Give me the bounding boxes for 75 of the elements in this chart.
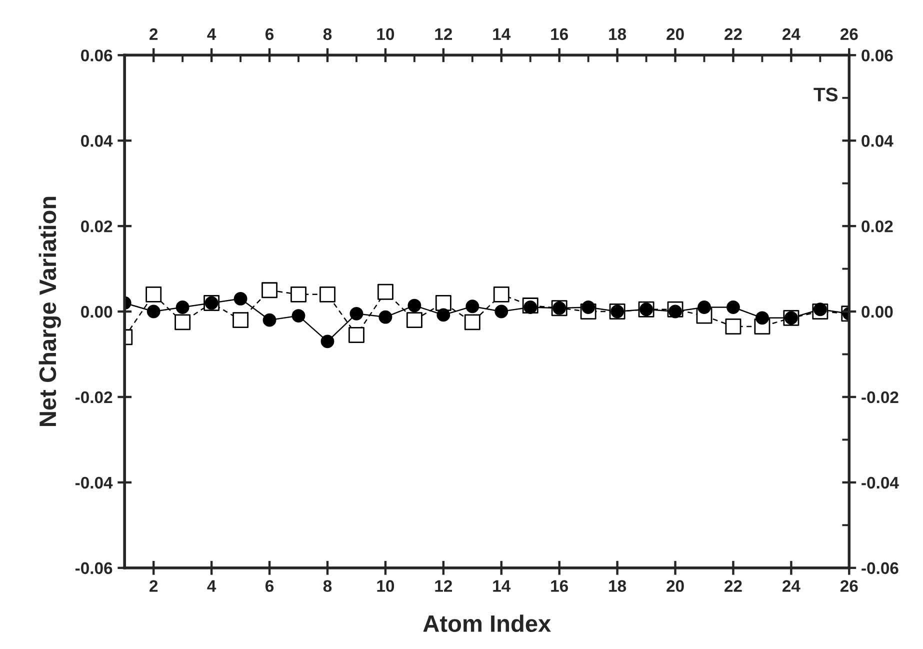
x2-tick-label: 20 (666, 28, 684, 40)
point (698, 300, 711, 314)
point (493, 286, 510, 302)
point (290, 286, 306, 302)
x-tick-label: 6 (265, 580, 274, 592)
point (262, 282, 278, 298)
y2-tick-label: -0.02 (862, 391, 898, 404)
y2-tick-label: 0.00 (862, 306, 893, 318)
x-axis-title: Atom Index (423, 614, 551, 632)
point (176, 300, 190, 314)
x2-tick-label: 6 (265, 28, 274, 40)
point (726, 300, 740, 314)
x2-tick-label: 24 (782, 28, 800, 40)
point (174, 314, 191, 330)
point (725, 318, 742, 334)
point (466, 300, 480, 314)
y2-tick-label: -0.06 (862, 562, 898, 574)
point (494, 304, 508, 318)
x2-tick-label: 10 (377, 28, 394, 40)
x-tick-label: 12 (435, 580, 452, 592)
x-tick-label: 18 (609, 580, 626, 592)
point (408, 298, 422, 312)
point (435, 294, 452, 311)
y-tick-label: 0.02 (81, 220, 112, 232)
point (406, 312, 422, 328)
x2-tick-label: 26 (840, 28, 858, 40)
x-tick-label: 26 (840, 580, 858, 592)
point (756, 311, 769, 325)
y-tick-label: -0.04 (75, 476, 113, 489)
y2-tick-label: 0.06 (862, 50, 893, 62)
x-tick-label: 22 (724, 580, 742, 592)
point (582, 300, 596, 314)
point (320, 334, 334, 348)
point (234, 292, 248, 306)
point (146, 286, 162, 302)
y-axis-title: Net Charge Variation (38, 196, 61, 426)
point (464, 314, 480, 330)
x-tick-label: 16 (551, 580, 568, 592)
point (232, 312, 249, 328)
point (377, 284, 394, 300)
x-tick-label: 24 (782, 580, 800, 592)
point (320, 286, 336, 302)
x-tick-label: 14 (493, 580, 511, 592)
point (262, 313, 276, 327)
point (378, 310, 392, 324)
y-tick-label: -0.06 (75, 562, 112, 574)
point (348, 327, 364, 343)
x-tick-label: 20 (666, 580, 684, 592)
y-tick-label: 0.06 (81, 50, 112, 62)
y2-tick-label: -0.04 (862, 476, 899, 489)
x2-tick-label: 12 (435, 28, 452, 40)
x2-tick-label: 2 (150, 28, 158, 40)
point (146, 304, 160, 318)
x2-tick-label: 8 (323, 28, 332, 40)
x-tick-label: 8 (323, 580, 332, 592)
x2-tick-label: 16 (551, 28, 568, 40)
x2-tick-label: 4 (207, 28, 216, 40)
x-tick-label: 2 (150, 580, 158, 592)
point (524, 300, 538, 314)
y-tick-label: 0.04 (81, 135, 113, 147)
point (813, 302, 827, 316)
y-tick-label: 0.00 (81, 306, 112, 318)
x2-tick-label: 14 (493, 28, 511, 40)
x2-tick-label: 22 (724, 28, 742, 40)
y2-tick-label: 0.02 (862, 220, 893, 232)
point (292, 309, 306, 322)
point (350, 306, 364, 320)
point (668, 304, 682, 318)
point (436, 308, 450, 322)
x-tick-label: 10 (377, 580, 394, 592)
x-tick-label: 4 (207, 580, 216, 592)
annotation: TS (814, 88, 838, 102)
y-tick-label: -0.02 (75, 391, 112, 404)
y2-tick-label: 0.04 (862, 135, 894, 147)
x2-tick-label: 18 (609, 28, 626, 40)
